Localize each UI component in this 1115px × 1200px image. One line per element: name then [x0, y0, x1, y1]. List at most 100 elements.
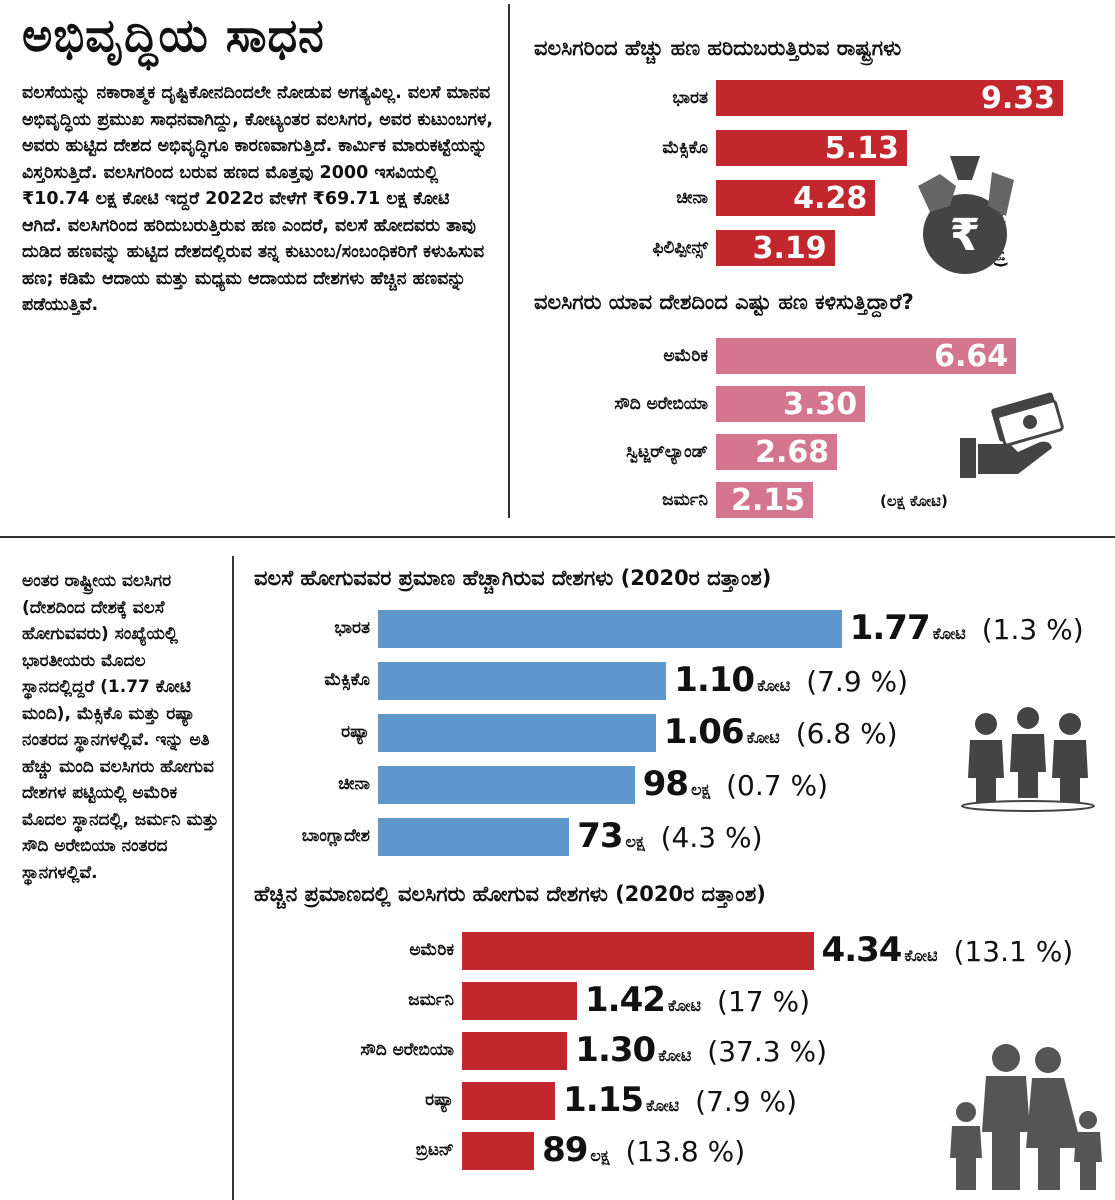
data-label: 3.30	[783, 387, 858, 422]
data-value: 98	[642, 764, 689, 804]
category-label: ಮೆಕ್ಸಿಕೊ	[662, 138, 708, 158]
data-label: 3.19	[752, 231, 827, 266]
category-label: ಜರ್ಮನಿ	[662, 490, 708, 510]
data-label-group: 1.06 ಕೋಟಿ (6.8 %)	[664, 712, 898, 752]
category-label: ಭಾರತ	[672, 88, 708, 108]
category-label: ರಷ್ಯಾ	[341, 722, 370, 742]
data-unit: ಕೋಟಿ	[646, 1096, 680, 1115]
family-icon	[950, 1044, 1102, 1190]
vertical-divider-top	[508, 4, 510, 518]
bar	[716, 434, 838, 470]
bar	[378, 662, 667, 700]
data-label: 9.33	[981, 81, 1056, 116]
bar	[378, 714, 656, 752]
bar	[378, 818, 570, 856]
category-label: ಭಾರತ	[334, 618, 370, 638]
category-label: ಅಮೆರಿಕ	[409, 940, 454, 960]
data-label-group: 1.77 ಕೋಟಿ (1.3 %)	[850, 608, 1084, 648]
data-value: 4.34	[821, 930, 903, 970]
data-label-group: 73 ಲಕ್ಷ (4.3 %)	[577, 816, 762, 856]
data-percent: (7.9 %)	[806, 665, 909, 698]
category-label: ಚೀನಾ	[338, 774, 370, 794]
category-label: ಅಮೆರಿಕ	[663, 346, 708, 366]
bar	[716, 130, 907, 166]
data-value: 1.42	[585, 980, 666, 1020]
chart2-title: ವಲಸಿಗರು ಯಾವ ದೇಶದಿಂದ ಎಷ್ಟು ಹಣ ಕಳಿಸುತ್ತಿದ್…	[534, 290, 914, 314]
bar	[462, 932, 814, 970]
data-label-group: 1.10 ಕೋಟಿ (7.9 %)	[674, 660, 908, 700]
data-value: 1.06	[663, 712, 745, 752]
data-label: 2.68	[755, 435, 830, 470]
data-label: 4.28	[793, 181, 868, 216]
page-title: ಅಭಿವೃದ್ಧಿಯ ಸಾಧನ	[22, 8, 325, 62]
data-label-group: 1.30 ಕೋಟಿ (37.3 %)	[575, 1030, 827, 1070]
category-label: ಮೆಕ್ಸಿಕೊ	[324, 670, 370, 690]
data-unit: ಕೋಟಿ	[757, 676, 791, 695]
data-label-group: 89 ಲಕ್ಷ (13.8 %)	[542, 1130, 745, 1170]
data-percent: (37.3 %)	[707, 1035, 827, 1068]
data-unit: ಕೋಟಿ	[746, 728, 780, 747]
svg-text:₹: ₹	[950, 210, 981, 261]
data-percent: (17 %)	[717, 985, 810, 1018]
bar	[462, 982, 578, 1020]
data-value: 1.77	[849, 608, 931, 648]
data-label-group: 1.42 ಕೋಟಿ (17 %)	[585, 980, 810, 1020]
hand-money-icon	[960, 392, 1064, 478]
category-label: ಸ್ವಿಟ್ಜರ್‌ಲ್ಯಾಂಡ್	[625, 442, 708, 462]
data-label-group: 1.15 ಕೋಟಿ (7.9 %)	[563, 1080, 797, 1120]
data-label: 2.15	[731, 483, 806, 518]
data-unit: ಕೋಟಿ	[658, 1046, 692, 1065]
people-group-icon	[961, 707, 1095, 812]
horizontal-divider	[0, 536, 1115, 538]
data-percent: (1.3 %)	[981, 613, 1084, 646]
category-label: ಬಾಂಗ್ಲಾದೇಶ	[301, 826, 370, 846]
bar	[462, 1132, 535, 1170]
data-label: 6.64	[934, 339, 1009, 374]
bar	[716, 386, 866, 422]
data-unit: ಲಕ್ಷ	[590, 1146, 610, 1165]
data-label-group: 4.34 ಕೋಟಿ (13.1 %)	[822, 930, 1074, 970]
bar	[716, 338, 1017, 374]
chart2-unit-label: (ಲಕ್ಷ ಕೋಟಿ)	[880, 492, 948, 510]
bar	[716, 230, 835, 266]
bar	[462, 1032, 568, 1070]
data-label-group: 98 ಲಕ್ಷ (0.7 %)	[643, 764, 828, 804]
bar	[716, 180, 876, 216]
chart1-title: ವಲಸಿಗರಿಂದ ಹೆಚ್ಚು ಹಣ ಹರಿದುಬರುತ್ತಿರುವ ರಾಷ್…	[534, 36, 902, 60]
data-unit: ಕೋಟಿ	[667, 996, 702, 1015]
category-label: ಬ್ರಿಟನ್	[415, 1140, 454, 1160]
data-unit: ಕೋಟಿ	[932, 624, 966, 643]
chart3-title: ವಲಸೆ ಹೋಗುವವರ ಪ್ರಮಾಣ ಹೆಚ್ಚಾಗಿರುವ ದೇಶಗಳು (…	[254, 566, 772, 590]
bar	[716, 80, 1064, 116]
category-label: ಚೀನಾ	[676, 188, 708, 208]
bar	[378, 610, 842, 648]
data-value: 89	[542, 1130, 588, 1170]
money-bag-rupee-icon: ₹	[918, 156, 1014, 274]
category-label: ಫಿಲಿಪ್ಪೀನ್ಸ್	[652, 238, 708, 258]
bar	[462, 1082, 556, 1120]
category-label: ಜರ್ಮನಿ	[408, 990, 454, 1010]
data-unit: ಲಕ್ಷ	[691, 780, 711, 799]
data-percent: (13.8 %)	[625, 1135, 746, 1168]
data-value: 73	[577, 816, 623, 856]
data-percent: (4.3 %)	[660, 821, 763, 854]
category-label: ರಷ್ಯಾ	[425, 1090, 454, 1110]
bar	[378, 766, 635, 804]
data-percent: (6.8 %)	[795, 717, 898, 750]
category-label: ಸೌದಿ ಅರೇಬಿಯಾ	[360, 1040, 454, 1060]
data-percent: (13.1 %)	[953, 935, 1074, 968]
data-percent: (0.7 %)	[726, 769, 829, 802]
side-note: ಅಂತರ ರಾಷ್ಟ್ರೀಯ ವಲಸಿಗರ (ದೇಶದಿಂದ ದೇಶಕ್ಕೆ ವ…	[22, 571, 219, 883]
category-label: ಸೌದಿ ಅರೇಬಿಯಾ	[614, 394, 708, 414]
vertical-divider-bottom	[232, 556, 234, 1200]
chart4-title: ಹೆಚ್ಚಿನ ಪ್ರಮಾಣದಲ್ಲಿ ವಲಸಿಗರು ಹೋಗುವ ದೇಶಗಳು…	[254, 882, 766, 906]
bar	[716, 482, 814, 518]
data-value: 1.30	[575, 1030, 656, 1070]
data-percent: (7.9 %)	[695, 1085, 798, 1118]
data-value: 1.10	[674, 660, 755, 700]
data-label: 5.13	[824, 131, 899, 166]
data-value: 1.15	[563, 1080, 644, 1120]
intro-paragraph: ವಲಸೆಯನ್ನು ನಕಾರಾತ್ಮಕ ದೃಷ್ಟಿಕೋನದಿಂದಲೇ ನೋಡು…	[22, 83, 494, 315]
data-unit: ಕೋಟಿ	[904, 946, 938, 965]
data-unit: ಲಕ್ಷ	[625, 832, 645, 851]
